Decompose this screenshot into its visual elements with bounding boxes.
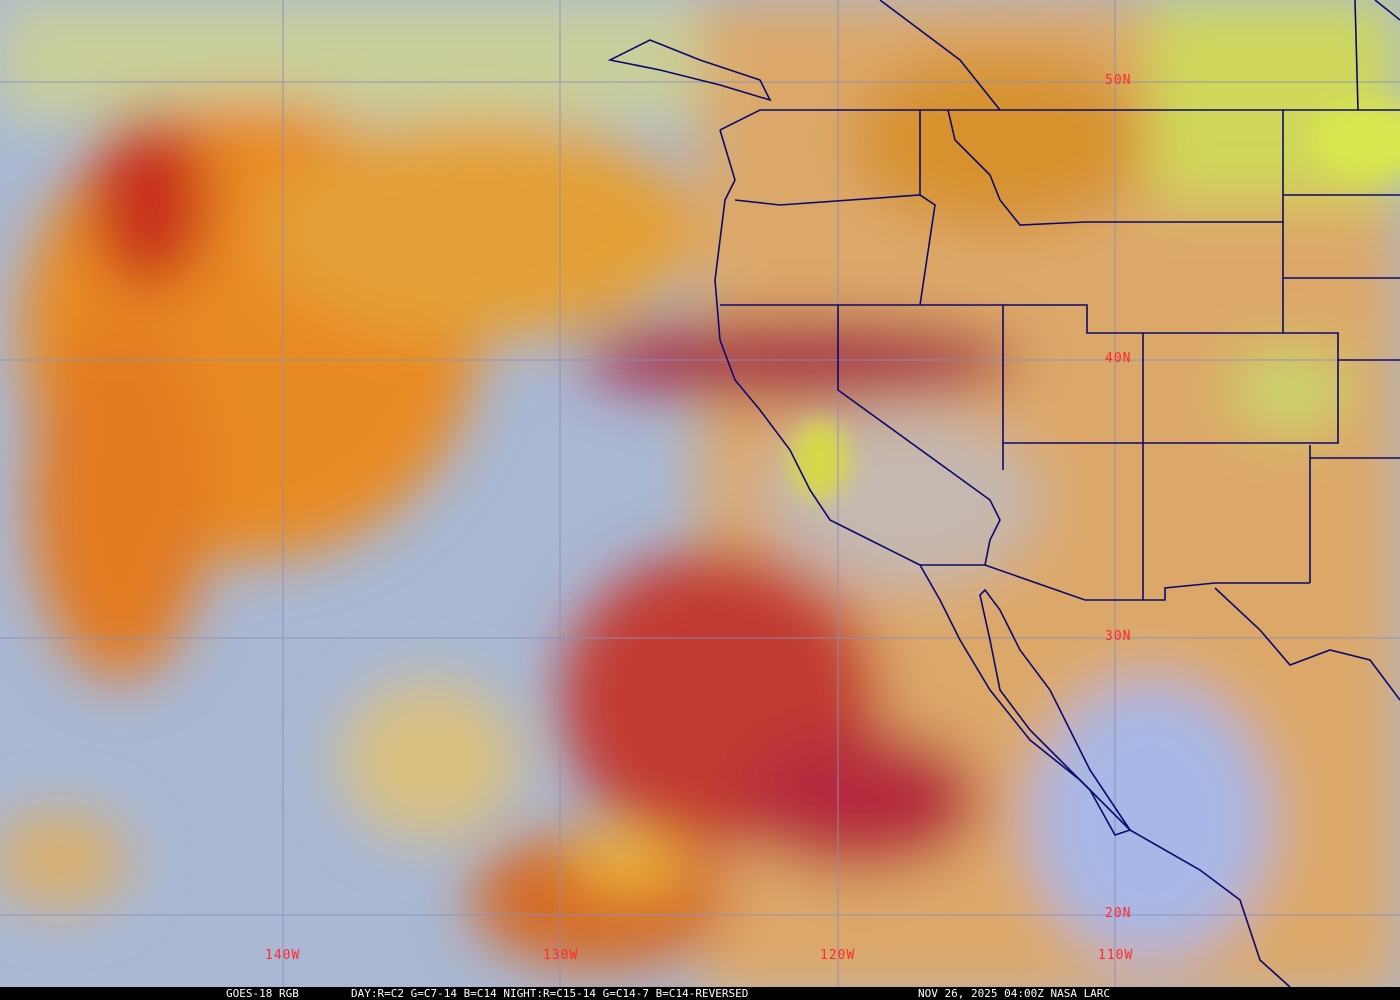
caption-bar: GOES-18 RGB DAY:R=C2 G=C7-14 B=C14 NIGHT… — [0, 987, 1400, 1000]
political-borders — [607, 0, 1400, 988]
lat-label-40n: 40N — [1105, 351, 1132, 366]
caption-timestamp: NOV 26, 2025 04:00Z NASA LARC — [918, 987, 1111, 1000]
lon-label-120w: 120W — [820, 948, 856, 963]
lat-label-20n: 20N — [1105, 906, 1132, 921]
lat-label-50n: 50N — [1105, 73, 1132, 88]
caption-recipe: DAY:R=C2 G=C7-14 B=C14 NIGHT:R=C15-14 G=… — [351, 987, 749, 1000]
caption-satellite: GOES-18 RGB — [226, 987, 299, 1000]
lat-label-30n: 30N — [1105, 629, 1132, 644]
lon-label-130w: 130W — [543, 948, 579, 963]
lon-label-110w: 110W — [1098, 948, 1134, 963]
lon-label-140w: 140W — [265, 948, 301, 963]
